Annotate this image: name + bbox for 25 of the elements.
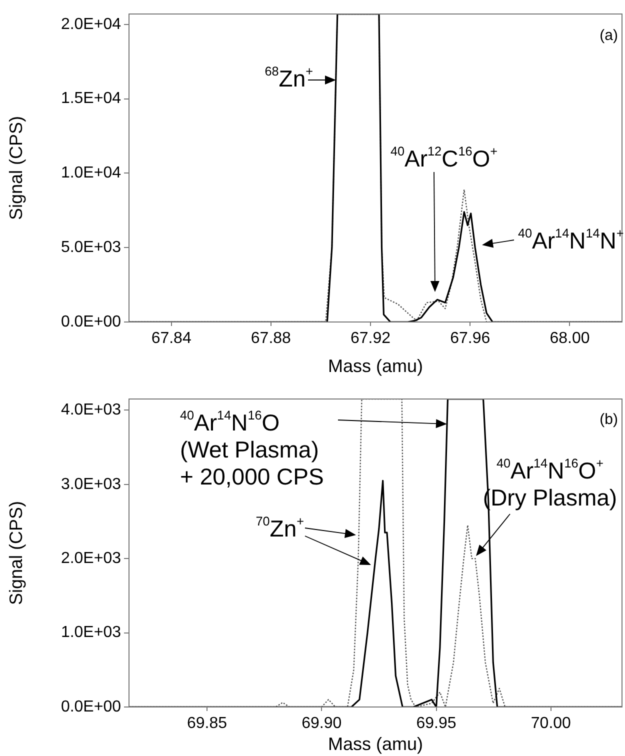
x-tick-label: 69.85 <box>186 715 228 732</box>
y-tick-label: 1.0E+03 <box>60 624 122 642</box>
x-tick-label: 67.92 <box>350 330 391 348</box>
y-tick-label: 2.0E+04 <box>60 16 122 33</box>
x-tick-label: 69.95 <box>416 715 456 732</box>
y-axis-title: Signal (CPS) <box>6 116 26 220</box>
x-tick-label: 70.00 <box>530 715 572 732</box>
x-tick-label: 67.84 <box>151 330 192 348</box>
x-tick-label: 67.96 <box>450 330 490 348</box>
annotation: (a) <box>600 27 618 44</box>
x-tick-label: 67.88 <box>250 330 292 348</box>
x-tick-label: 68.00 <box>550 330 590 348</box>
y-tick-label: 2.0E+03 <box>60 550 122 567</box>
x-axis-title: Mass (amu) <box>328 734 424 754</box>
x-tick-label: 69.90 <box>302 715 342 732</box>
y-tick-label: 5.0E+03 <box>60 239 122 256</box>
y-tick-label: 0.0E+00 <box>60 698 122 716</box>
y-tick-label: 1.0E+04 <box>60 164 122 182</box>
y-tick-label: 1.5E+04 <box>60 90 122 108</box>
annotation: (b) <box>600 411 618 428</box>
y-tick-label: 4.0E+03 <box>60 402 122 419</box>
y-axis-title: Signal (CPS) <box>6 500 26 606</box>
x-axis-title: Mass (amu) <box>328 356 424 376</box>
y-tick-label: 0.0E+00 <box>60 313 122 330</box>
y-tick-label: 3.0E+03 <box>60 476 122 493</box>
